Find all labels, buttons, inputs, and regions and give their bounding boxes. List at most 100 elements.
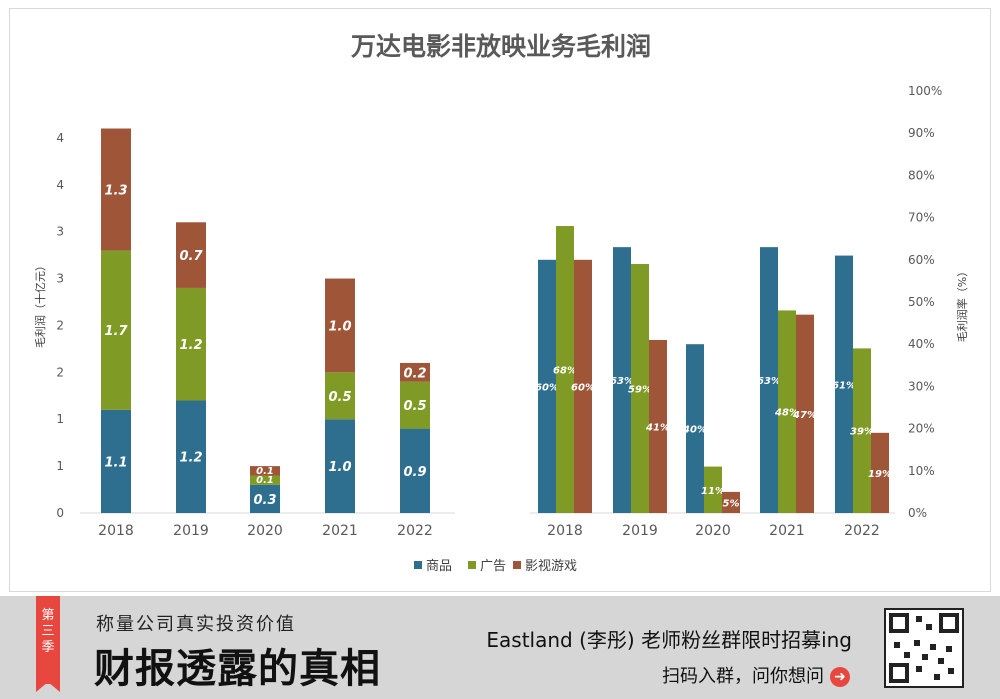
right-data-label: 5% (723, 498, 740, 509)
right-tick-label: 30% (908, 379, 935, 393)
chart-title: 万达电影非放映业务毛利润 (351, 32, 651, 61)
left-bar-广告 (101, 250, 131, 410)
left-tick-label: 2 (56, 365, 64, 379)
left-data-label: 0.9 (403, 465, 426, 480)
promo-text: Eastland (李彤) 老师粉丝群限时招募ing (486, 628, 852, 652)
left-bar-商品 (325, 419, 355, 513)
chart-frame: 万达电影非放映业务毛利润 0 1 1 2 2 3 3 4 4 0% 10% 20% 30% 40% 50%… (9, 8, 991, 592)
left-tick-label: 3 (56, 272, 64, 286)
right-category-label: 2022 (844, 523, 880, 539)
season-ribbon-tail (36, 682, 60, 692)
qr-code-icon[interactable] (884, 608, 964, 688)
legend-swatch (468, 561, 476, 569)
right-category-label: 2018 (547, 523, 583, 539)
left-data-label: 0.2 (403, 366, 426, 381)
left-category-label: 2018 (98, 523, 134, 539)
left-bar-影视游戏 (101, 128, 131, 251)
right-data-label: 63% (757, 376, 781, 387)
left-data-label: 0.1 (256, 466, 274, 477)
right-tick-label: 60% (908, 253, 935, 267)
right-bar-广告 (556, 226, 574, 514)
left-bar-广告 (325, 372, 355, 420)
left-bar-影视游戏 (176, 222, 206, 288)
right-data-label: 61% (832, 380, 856, 391)
left-category-label: 2021 (322, 523, 358, 539)
right-bar-商品 (686, 344, 704, 513)
left-tick-label: 0 (56, 506, 64, 520)
right-data-label: 59% (628, 385, 652, 396)
right-grouped-bars: 60%68%60%201863%59%41%201940%11%5%202063… (535, 226, 892, 539)
cta-label: 扫码入群，问你想问 (662, 666, 824, 687)
right-data-label: 48% (774, 408, 799, 419)
left-data-label: 0.5 (328, 390, 351, 405)
chart-svg: 万达电影非放映业务毛利润 0 1 1 2 2 3 3 4 4 0% 10% 20% 30% 40% 50%… (33, 32, 969, 574)
right-bar-影视游戏 (796, 314, 814, 513)
left-bar-广告 (400, 381, 430, 429)
left-tick-label: 4 (56, 178, 64, 192)
left-data-label: 1.3 (104, 183, 127, 198)
right-bar-影视游戏 (871, 432, 889, 513)
left-bar-广告 (176, 287, 206, 401)
right-category-label: 2020 (695, 523, 731, 539)
right-bar-商品 (613, 247, 631, 513)
right-tick-label: 70% (908, 211, 935, 225)
arrow-right-icon[interactable]: ➜ (830, 667, 850, 687)
left-data-label: 0.3 (253, 493, 276, 508)
promo-banner: 第三季 称量公司真实投资价值 财报透露的真相 Eastland (李彤) 老师粉… (0, 596, 1000, 699)
right-data-label: 68% (553, 366, 577, 377)
right-tick-label: 80% (908, 168, 935, 182)
banner-headline: 财报透露的真相 (94, 645, 381, 692)
left-data-label: 0.7 (179, 249, 203, 264)
right-tick-label: 10% (908, 464, 935, 478)
right-axis-title: 毛利润率（%） (955, 266, 969, 342)
right-bar-影视游戏 (722, 491, 740, 513)
right-bar-商品 (835, 255, 853, 513)
left-axis-title: 毛利润（十亿元） (33, 260, 47, 348)
left-data-label: 0.1 (256, 475, 274, 486)
left-data-label: 1.0 (328, 319, 351, 334)
right-tick-label: 50% (908, 295, 935, 309)
left-tick-label: 4 (56, 131, 64, 145)
legend-label: 商品 (426, 559, 452, 574)
left-stacked-bars: 1.1 1.7 1.3 2018 1.2 1.2 0.7 2019 0.3 0.10.1 2020 1… (98, 128, 433, 539)
right-bar-影视游戏 (649, 339, 667, 513)
banner-tagline: 称量公司真实投资价值 (96, 614, 296, 635)
legend-swatch (414, 561, 422, 569)
legend: 商品 广告 影视游戏 (414, 559, 577, 574)
right-data-label: 63% (610, 376, 634, 387)
left-bar-商品 (400, 428, 430, 513)
legend-label: 广告 (480, 559, 506, 574)
right-bar-广告 (778, 310, 796, 513)
left-data-label: 1.7 (104, 324, 128, 339)
right-data-label: 60% (571, 382, 595, 393)
right-data-label: 11% (701, 486, 725, 497)
left-bar-广告 (250, 475, 280, 485)
left-data-label: 1.2 (179, 451, 202, 466)
left-tick-label: 3 (56, 225, 64, 239)
left-tick-label: 1 (56, 412, 64, 426)
right-category-label: 2019 (622, 523, 658, 539)
left-data-label: 0.5 (403, 399, 426, 414)
right-bar-广告 (853, 348, 871, 513)
right-tick-label: 20% (908, 422, 935, 436)
right-data-label: 47% (792, 410, 817, 421)
right-bar-广告 (704, 466, 722, 513)
right-bar-影视游戏 (574, 259, 592, 513)
left-data-label: 1.1 (104, 455, 127, 470)
legend-swatch (513, 561, 521, 569)
right-tick-label: 100% (908, 84, 942, 98)
cta-text[interactable]: 扫码入群，问你想问 ➜ (662, 662, 850, 688)
right-tick-label: 40% (908, 337, 935, 351)
left-bar-影视游戏 (400, 362, 430, 382)
season-ribbon: 第三季 (36, 596, 60, 684)
left-data-label: 1.2 (179, 338, 202, 353)
left-data-label: 1.0 (328, 460, 351, 475)
left-bar-商品 (101, 409, 131, 513)
right-category-label: 2021 (769, 523, 805, 539)
right-data-label: 39% (850, 427, 874, 438)
right-tick-label: 90% (908, 126, 935, 140)
legend-label: 影视游戏 (525, 559, 577, 574)
left-bar-商品 (176, 400, 206, 513)
right-data-label: 19% (868, 469, 892, 480)
left-tick-label: 2 (56, 318, 64, 332)
